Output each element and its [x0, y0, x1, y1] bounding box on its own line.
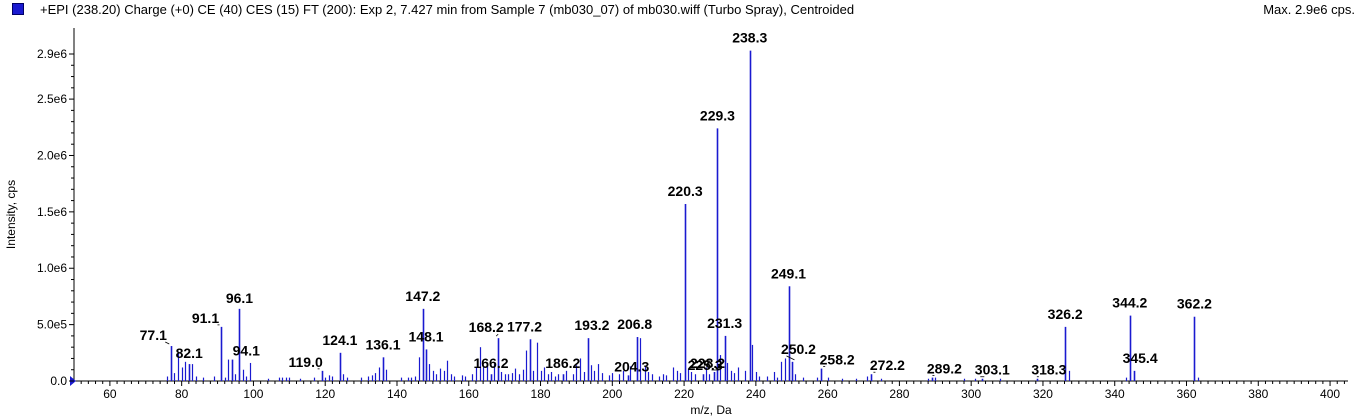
x-tick-label: 100 [243, 387, 263, 401]
peak-label: 206.8 [617, 316, 652, 332]
x-tick-label: 340 [1105, 387, 1125, 401]
peak-label: 91.1 [192, 310, 219, 326]
y-tick-label: 1.0e6 [37, 261, 67, 275]
y-tick-label: 2.9e6 [37, 47, 67, 61]
peak-label: 177.2 [507, 318, 542, 334]
peak-label: 82.1 [176, 345, 203, 361]
x-tick-label: 320 [1033, 387, 1053, 401]
peak-label: 193.2 [574, 317, 609, 333]
x-tick-label: 240 [746, 387, 766, 401]
spectrum-title: +EPI (238.20) Charge (+0) CE (40) CES (1… [40, 2, 855, 17]
peak-label: 148.1 [409, 328, 444, 344]
x-tick-label: 380 [1248, 387, 1268, 401]
peak-label: 345.4 [1123, 350, 1158, 366]
chart-axes: 60 80 100 120 140 160 180 200 220 240 260 280 300 320… [37, 28, 1348, 401]
x-tick-label: 140 [387, 387, 407, 401]
peak-label: 166.2 [473, 355, 508, 371]
peak-label: 147.2 [405, 288, 440, 304]
peak-label: 94.1 [233, 343, 260, 359]
x-tick-label: 160 [459, 387, 479, 401]
x-tick-label: 260 [818, 387, 838, 401]
peak-label: 220.3 [668, 183, 703, 199]
peak-label: 249.1 [771, 265, 806, 281]
spectrum-header: +EPI (238.20) Charge (+0) CE (40) CES (1… [0, 0, 1361, 22]
x-tick-label: 360 [1176, 387, 1196, 401]
peak-label: 258.2 [820, 352, 855, 368]
label-leader-line [495, 333, 499, 337]
y-tick-label: 2.0e6 [37, 148, 67, 162]
peak-label: 289.2 [927, 361, 962, 377]
peak-label: 238.3 [732, 30, 767, 46]
y-tick-label: 5.0e5 [37, 318, 67, 332]
label-leader-line [786, 355, 795, 361]
x-tick-label: 220 [674, 387, 694, 401]
peak-label: 96.1 [226, 290, 253, 306]
peak-label: 225.3 [688, 357, 723, 373]
peak-label: 303.1 [975, 362, 1010, 378]
y-tick-label: 0.0 [50, 374, 67, 388]
x-tick-label: 300 [961, 387, 981, 401]
x-tick-label: 80 [175, 387, 189, 401]
peak-label: 326.2 [1048, 306, 1083, 322]
peak-label: 250.2 [781, 341, 816, 357]
y-axis-title: Intensity, cps [4, 180, 18, 249]
peak-label: 136.1 [365, 336, 400, 352]
label-leader-line [165, 341, 170, 345]
y-tick-label: 2.5e6 [37, 92, 67, 106]
y-tick-label: 1.5e6 [37, 205, 67, 219]
x-tick-label: 120 [315, 387, 335, 401]
peak-label: 186.2 [545, 355, 580, 371]
peak-label: 344.2 [1112, 295, 1147, 311]
peak-bars [166, 50, 1200, 381]
x-axis-title: m/z, Da [690, 403, 732, 417]
peak-label: 228.2 [690, 355, 725, 371]
peak-label: 124.1 [322, 332, 357, 348]
peak-label: 318.3 [1031, 362, 1066, 378]
peak-label: 119.0 [288, 354, 322, 370]
peak-label: 231.3 [707, 315, 742, 331]
peak-label: 77.1 [140, 327, 167, 343]
peak-label: 204.3 [614, 358, 649, 374]
x-tick-label: 60 [103, 387, 117, 401]
x-tick-label: 200 [602, 387, 622, 401]
peak-label: 362.2 [1177, 296, 1212, 312]
x-tick-label: 280 [889, 387, 909, 401]
series-swatch-icon [12, 3, 24, 15]
peak-label: 272.2 [870, 357, 905, 373]
x-tick-label: 400 [1320, 387, 1340, 401]
x-tick-label: 180 [531, 387, 551, 401]
peak-label: 168.2 [469, 319, 504, 335]
max-intensity-label: Max. 2.9e6 cps. [1263, 2, 1355, 17]
peak-label: 229.3 [700, 107, 735, 123]
